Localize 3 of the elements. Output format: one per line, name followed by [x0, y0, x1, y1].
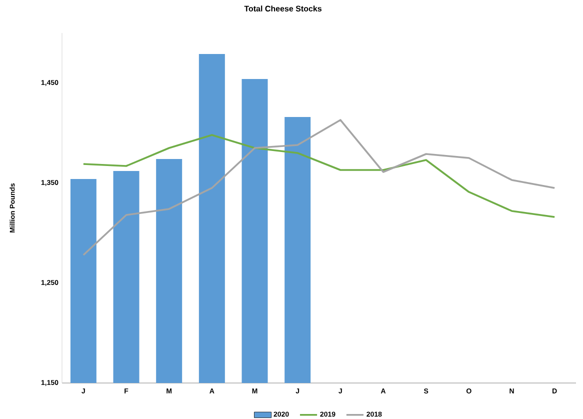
line-series: [82, 119, 556, 256]
line-series: [82, 134, 556, 218]
chart-title: Total Cheese Stocks: [244, 6, 322, 12]
